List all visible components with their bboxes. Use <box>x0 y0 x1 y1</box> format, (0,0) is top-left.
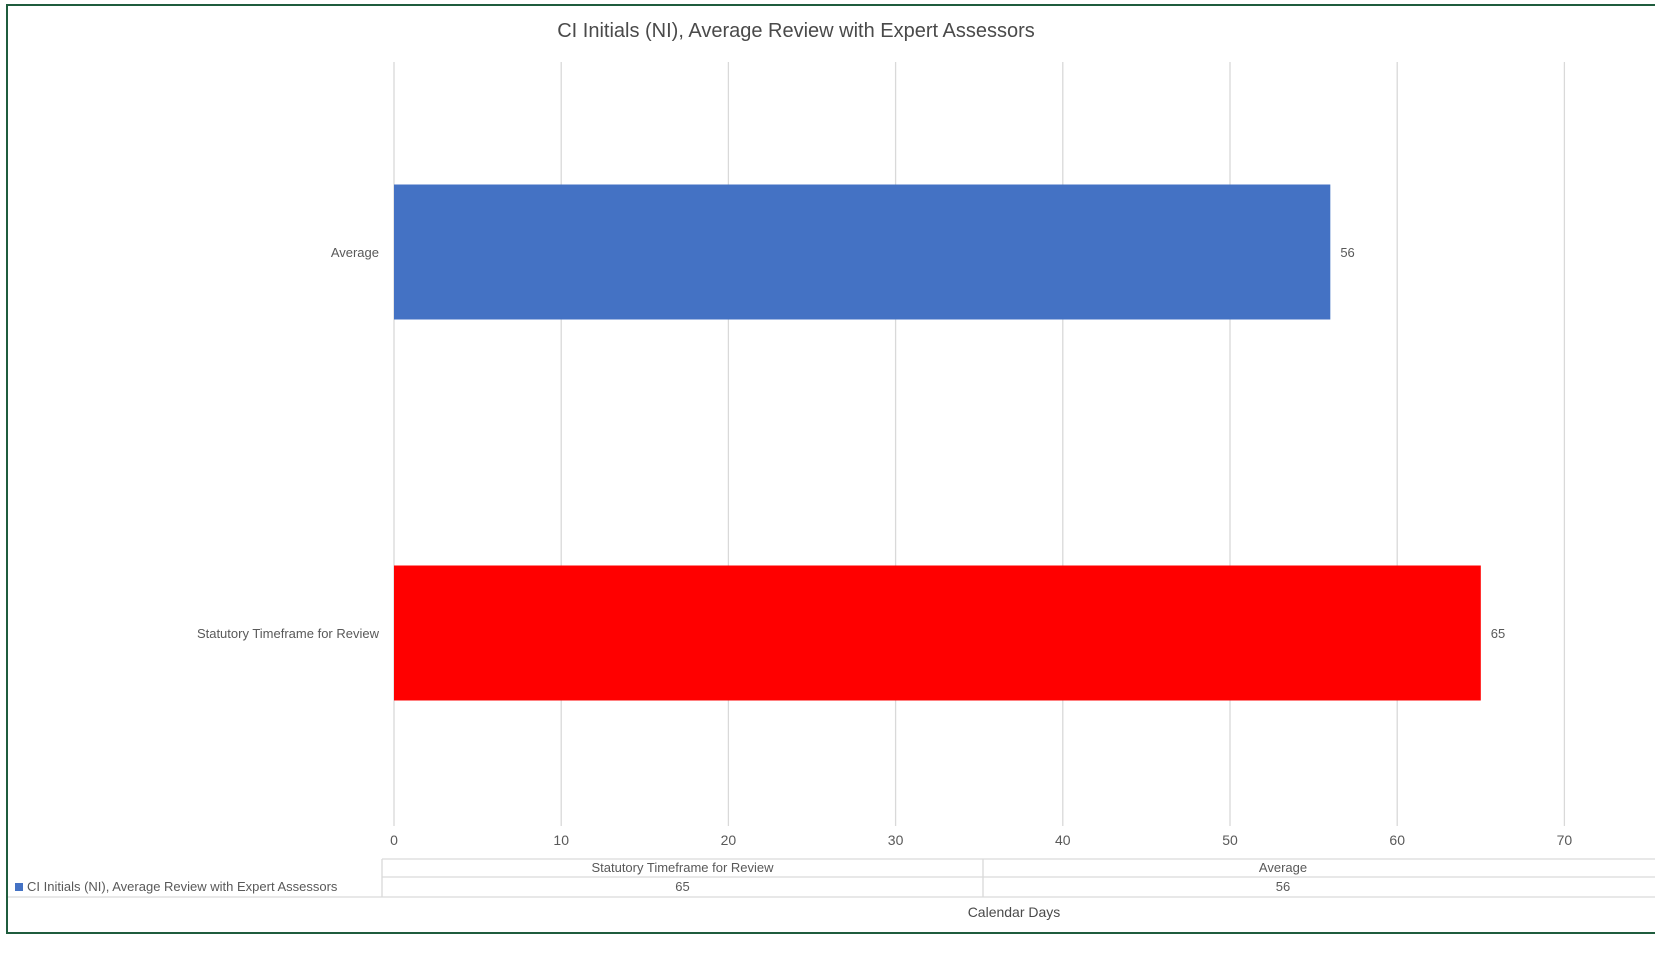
x-tick-label: 0 <box>390 832 398 848</box>
bar <box>394 184 1331 320</box>
x-tick-label: 70 <box>1557 832 1573 848</box>
table-cell: 65 <box>675 879 689 894</box>
table-row-label: CI Initials (NI), Average Review with Ex… <box>27 879 338 894</box>
table-cell: 56 <box>1276 879 1290 894</box>
x-tick-label: 40 <box>1055 832 1071 848</box>
table-header: Average <box>1259 860 1307 875</box>
table-header: Statutory Timeframe for Review <box>591 860 774 875</box>
category-label: Statutory Timeframe for Review <box>197 626 380 641</box>
x-tick-label: 10 <box>553 832 569 848</box>
x-tick-label: 20 <box>721 832 737 848</box>
category-label: Average <box>331 245 379 260</box>
x-axis-label: Calendar Days <box>967 904 1061 920</box>
chart-title: CI Initials (NI), Average Review with Ex… <box>557 20 1035 42</box>
data-label: 56 <box>1340 245 1354 260</box>
x-tick-label: 60 <box>1389 832 1405 848</box>
data-label: 65 <box>1491 626 1505 641</box>
chart-frame <box>6 4 1655 934</box>
x-tick-label: 50 <box>1222 832 1238 848</box>
x-tick-label: 30 <box>888 832 904 848</box>
bar <box>394 565 1481 701</box>
legend-key <box>15 883 23 891</box>
